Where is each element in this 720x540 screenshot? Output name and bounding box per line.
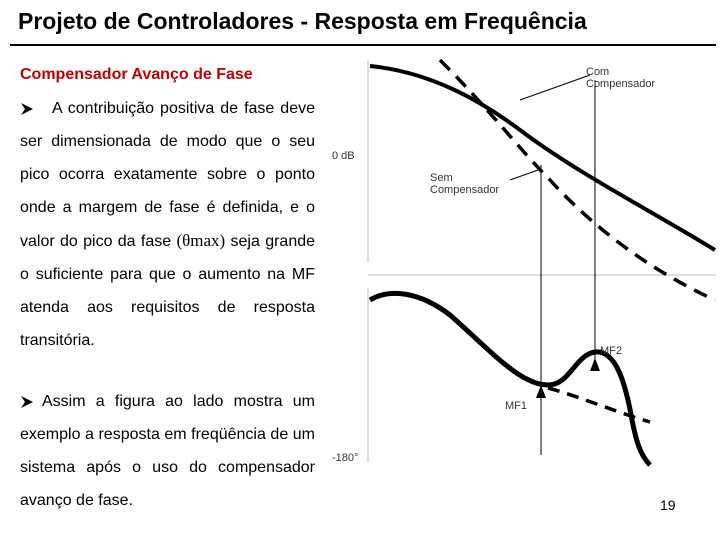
magnitude-with: [369, 64, 717, 252]
bullet-marker: [21, 396, 33, 408]
bullet: A contribuição positiva de fase deve ser…: [20, 92, 315, 357]
leader: [509, 169, 539, 181]
section-title: Compensador Avanço de Fase: [20, 66, 253, 83]
arrowhead: [536, 385, 546, 398]
figure-label: -180°: [332, 452, 359, 464]
figure-label: MF1: [505, 400, 527, 412]
leader: [519, 74, 591, 101]
figure-label: Com Compensador: [586, 66, 656, 90]
bullet-text: Assim a figura ao lado mostra um exemplo…: [20, 393, 315, 509]
title-rule: [10, 44, 716, 46]
bullet-text: A contribuição positiva de fase deve ser…: [20, 100, 315, 250]
phase-with: [368, 290, 652, 467]
page-number: 19: [660, 497, 676, 513]
arrowhead: [590, 358, 600, 371]
bullet: Assim a figura ao lado mostra um exemplo…: [20, 385, 315, 517]
figure-label: Sem Compensador: [430, 172, 500, 196]
figure-label: 0 dB: [332, 150, 355, 162]
bullet-marker: [21, 103, 33, 115]
phase-without: [547, 386, 651, 424]
bullet-symbol: (θmax): [176, 231, 226, 250]
slide-title: Projeto de Controladores - Resposta em F…: [18, 8, 587, 34]
figure-label: MF2: [600, 345, 622, 357]
bullet-text: seja grande o suficiente para que o aume…: [20, 233, 316, 349]
magnitude-without: [438, 58, 716, 302]
